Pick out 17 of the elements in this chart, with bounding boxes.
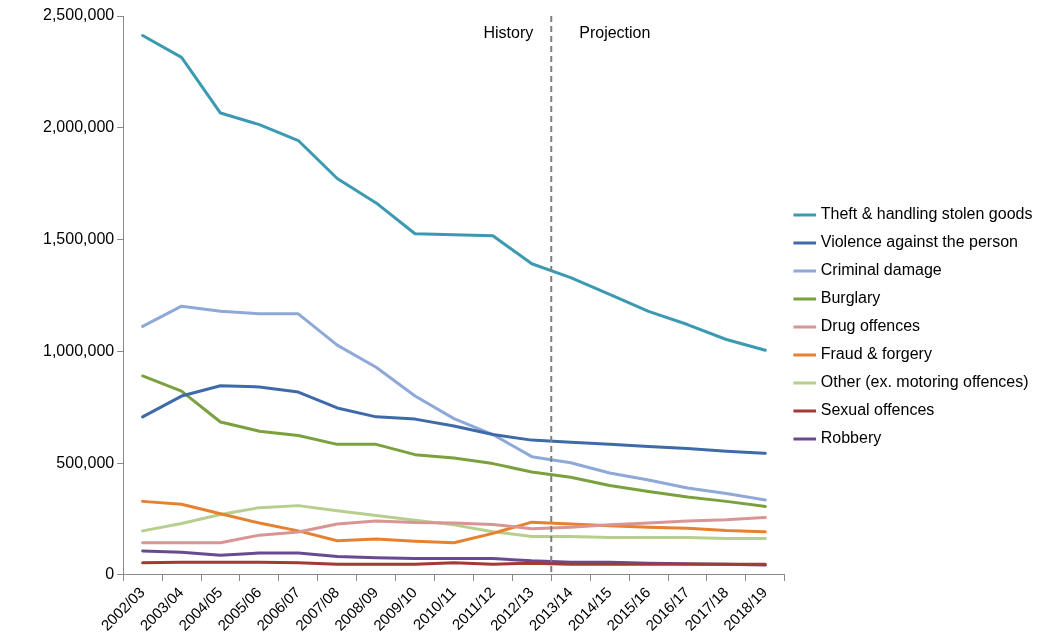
- y-tick-label: 2,000,000: [42, 118, 115, 136]
- legend-label: Other (ex. motoring offences): [820, 373, 1029, 391]
- legend-label: Drug offences: [820, 317, 921, 335]
- legend-label: Theft & handling stolen goods: [820, 205, 1033, 223]
- y-tick-label: 500,000: [56, 453, 115, 471]
- annotation: Projection: [579, 24, 651, 42]
- y-tick-label: 2,500,000: [42, 6, 115, 24]
- y-tick-label: 0: [105, 565, 115, 583]
- legend-label: Violence against the person: [820, 233, 1018, 251]
- legend-label: Fraud & forgery: [820, 345, 932, 363]
- y-tick-label: 1,000,000: [42, 341, 115, 359]
- legend-label: Criminal damage: [820, 261, 942, 279]
- legend-label: Sexual offences: [820, 401, 935, 419]
- annotation: History: [483, 24, 534, 42]
- legend-label: Robbery: [820, 429, 882, 447]
- y-tick-label: 1,500,000: [42, 229, 115, 247]
- legend-label: Burglary: [820, 289, 881, 307]
